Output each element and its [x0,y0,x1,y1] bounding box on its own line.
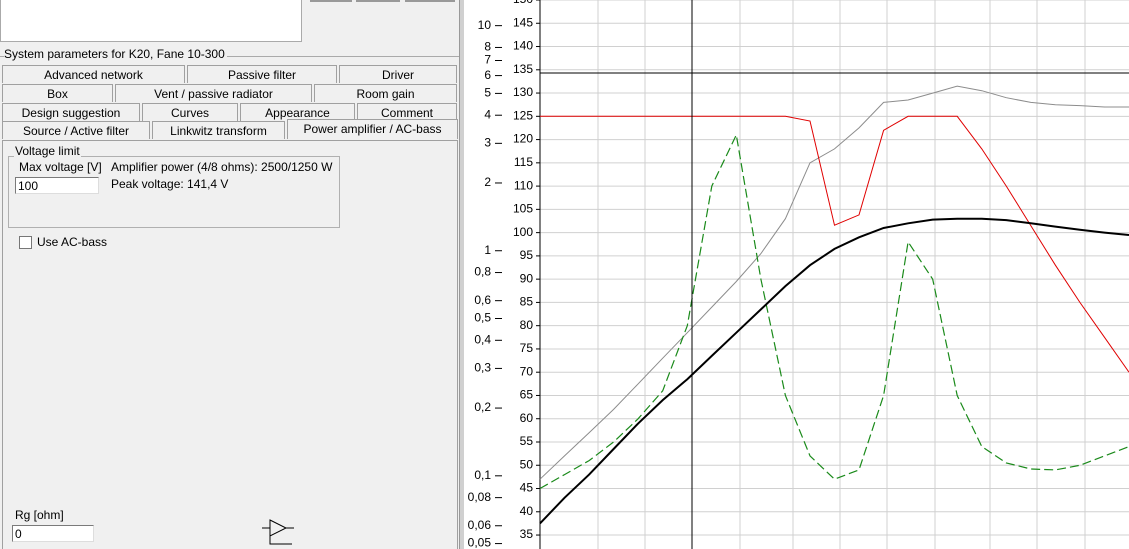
splitter[interactable] [459,0,464,549]
y-tick-label: 90 [520,271,534,285]
y2-tick-label: 0,8 [474,265,491,279]
y-tick-label: 135 [513,62,533,76]
y-tick-label: 125 [513,108,533,122]
y-tick-label: 120 [513,132,533,146]
series-line [539,85,1129,480]
y-tick-label: 80 [520,318,534,332]
amp-power: Amplifier power (4/8 ohms): 2500/1250 W [111,160,333,174]
y2-tick-label: 0,4 [474,332,491,346]
y-tick-label: 45 [520,481,534,495]
list-box[interactable] [0,0,302,42]
y2-tick-label: 3 [484,136,491,150]
button[interactable] [405,0,455,2]
tab[interactable]: Vent / passive radiator [115,84,312,102]
y-tick-label: 130 [513,85,533,99]
group-title: Voltage limit [14,144,81,158]
tab[interactable]: Power amplifier / AC-bass [287,119,458,139]
tab-page [2,140,458,549]
tab[interactable]: Room gain [314,84,457,102]
tab[interactable]: Design suggestion [2,103,140,121]
y2-tick-label: 10 [478,18,492,32]
y-tick-label: 50 [520,457,534,471]
y-tick-label: 150 [513,0,533,6]
y2-tick-label: 0,5 [474,311,491,325]
tab[interactable]: Linkwitz transform [152,121,285,139]
tab[interactable]: Source / Active filter [2,121,150,139]
series-line [539,217,1129,525]
y2-tick-label: 2 [484,175,491,189]
y-tick-label: 65 [520,388,534,402]
y2-tick-label: 5 [484,86,491,100]
tab[interactable]: Driver [339,65,457,83]
y2-tick-label: 0,2 [474,400,491,414]
max-voltage-input[interactable]: 100 [15,177,99,194]
y2-tick-label: 7 [484,53,491,67]
y2-tick-label: 0,1 [474,468,491,482]
label: Max voltage [V] [19,160,102,174]
tab[interactable]: Advanced network [2,65,185,83]
y-tick-label: 100 [513,225,533,239]
series-line [539,132,1129,490]
separator [0,56,460,57]
y-tick-label: 110 [514,178,533,192]
tab[interactable]: Appearance [240,103,355,121]
y-tick-label: 55 [520,434,534,448]
tab[interactable]: Box [2,84,113,102]
y2-tick-label: 0,08 [468,490,492,504]
chart-background [464,0,1129,549]
group-box [8,156,340,228]
y-tick-label: 85 [520,295,534,309]
y2-tick-label: 0,3 [474,361,491,375]
y-tick-label: 75 [520,341,534,355]
button[interactable] [356,0,400,2]
peak-voltage: Peak voltage: 141,4 V [111,177,229,191]
y-tick-label: 105 [513,202,533,216]
y-tick-label: 140 [513,39,533,53]
series-line [540,115,1129,373]
y2-tick-label: 6 [484,68,491,82]
button[interactable] [310,0,352,2]
y-tick-label: 70 [520,364,534,378]
y-tick-label: 40 [520,504,534,518]
checkbox[interactable] [19,236,32,249]
y2-tick-label: 0,06 [468,518,492,532]
y-tick-label: 35 [520,527,534,541]
y-tick-label: 60 [520,411,534,425]
amplifier-icon[interactable] [262,518,296,546]
y2-tick-label: 0,6 [474,293,491,307]
section-title: System parameters for K20, Fane 10-300 [4,47,227,61]
y2-tick-label: 0,05 [468,536,492,549]
tab[interactable]: Comment [357,103,457,121]
y-tick-label: 115 [514,155,533,169]
label: Rg [ohm] [15,508,64,522]
y-tick-label: 145 [513,15,533,29]
y2-tick-label: 8 [484,40,491,54]
y2-tick-label: 1 [484,243,491,257]
rg-input[interactable]: 0 [12,525,94,542]
y-tick-label: 95 [520,248,534,262]
checkbox-label: Use AC-bass [37,235,108,249]
tab[interactable]: Curves [142,103,238,121]
tab[interactable]: Passive filter [187,65,337,83]
y2-tick-label: 4 [484,107,491,121]
